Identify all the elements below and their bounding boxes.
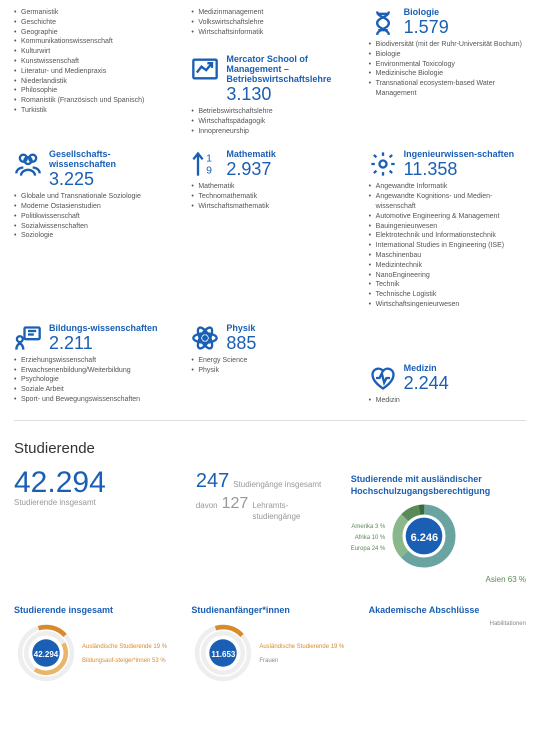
donut-label-asien: Asien 63 %: [351, 575, 526, 585]
chart1-label2: Bildungsauf-steiger*innen 53 %: [82, 658, 167, 666]
programs-number: 247: [196, 468, 229, 494]
students-total-donut: 42.294: [14, 621, 78, 688]
dna-icon: [369, 8, 397, 36]
heart-pulse-icon: [369, 364, 397, 392]
total-students-label: Studierende insgesamt: [14, 498, 176, 508]
teaching-programs-number: 127: [222, 494, 249, 515]
bildung-items: ErziehungswissenschaftErwachsenenbildung…: [14, 356, 171, 405]
chart2-title: Studienanfänger*innen: [191, 605, 348, 617]
faculty-count: 11.358: [404, 160, 515, 178]
freshmen-donut: 11.653: [191, 621, 255, 688]
faculty-mercator: Mercator School of Management – Betriebs…: [191, 55, 348, 103]
foreign-students-donut: 6.246: [389, 501, 459, 574]
gear-icon: [369, 150, 397, 178]
medizin-items: Medizin: [369, 396, 526, 406]
faculty-count: 2.211: [49, 334, 158, 352]
foreign-students-title: Studierende mit ausländischer Hochschulz…: [351, 474, 526, 497]
faculty-medizin: Medizin 2.244: [369, 364, 526, 392]
donut-label-amerika: Amerika 3 %: [351, 522, 386, 533]
physik-items: Energy SciencePhysik: [191, 356, 348, 376]
faculty-ingenieur: Ingenieurwissen-schaften 11.358: [369, 150, 526, 178]
econ-list: MedizinmanagementVolkswirtschaftslehreWi…: [191, 8, 348, 37]
bio-items: Biodiversität (mit der Ruhr-Universität …: [369, 40, 526, 99]
faculty-count: 2.244: [404, 374, 449, 392]
svg-text:9: 9: [206, 165, 212, 177]
chart2-label1: Ausländische Studierende 19 %: [259, 644, 344, 652]
faculty-gesellschaft: Gesellschafts-wissenschaften 3.225: [14, 150, 171, 188]
gesell-items: Globale und Transnationale SoziologieMod…: [14, 192, 171, 241]
chart2-label2: Frauen: [259, 658, 344, 666]
faculty-physik: Physik 885: [191, 324, 348, 352]
donut-label-europa: Europa 24 %: [351, 544, 386, 555]
section-title-studierende: Studierende: [14, 439, 526, 459]
donut-label-afrika: Afrika 10 %: [351, 533, 386, 544]
ing-items: Angewandte InformatikAngewandte Kognitio…: [369, 182, 526, 309]
arrow-numbers-icon: 19: [191, 150, 219, 178]
people-icon: [14, 150, 42, 178]
faculty-count: 885: [226, 334, 256, 352]
chart-up-icon: [191, 55, 219, 83]
faculty-count: 3.225: [49, 170, 171, 188]
svg-text:1: 1: [206, 153, 212, 165]
faculty-count: 3.130: [226, 85, 348, 103]
programs-label: Studiengänge insgesamt: [233, 480, 321, 490]
mercator-items: BetriebswirtschaftslehreWirtschaftspädag…: [191, 107, 348, 136]
total-students-number: 42.294: [14, 468, 176, 498]
divider: [14, 420, 526, 421]
teaching-programs-label: Lehramts-studiengänge: [252, 501, 330, 522]
faculty-biologie: Biologie 1.579: [369, 8, 526, 36]
davon-label: davon: [196, 501, 218, 511]
akad-sub: Habilitationen: [369, 621, 526, 629]
foreign-students-count: 6.246: [411, 531, 439, 545]
faculty-title: Mercator School of Management – Betriebs…: [226, 55, 348, 85]
atom-icon: [191, 324, 219, 352]
teaching-icon: [14, 324, 42, 352]
akad-title: Akademische Abschlüsse: [369, 605, 526, 617]
faculty-bildung: Bildungs-wissenschaften 2.211: [14, 324, 171, 352]
chart2-center: 11.653: [211, 649, 235, 659]
chart1-center: 42.294: [34, 649, 58, 659]
faculty-count: 1.579: [404, 18, 449, 36]
mathe-items: MathematikTechnomathematikWirtschaftsmat…: [191, 182, 348, 211]
faculty-title: Gesellschafts-wissenschaften: [49, 150, 171, 170]
humanities-list: GermanistikGeschichteGeographieKommunika…: [14, 8, 171, 116]
faculty-count: 2.937: [226, 160, 276, 178]
chart1-label1: Ausländische Studierende 19 %: [82, 644, 167, 652]
chart1-title: Studierende insgesamt: [14, 605, 171, 617]
faculty-mathematik: 19 Mathematik 2.937: [191, 150, 348, 178]
